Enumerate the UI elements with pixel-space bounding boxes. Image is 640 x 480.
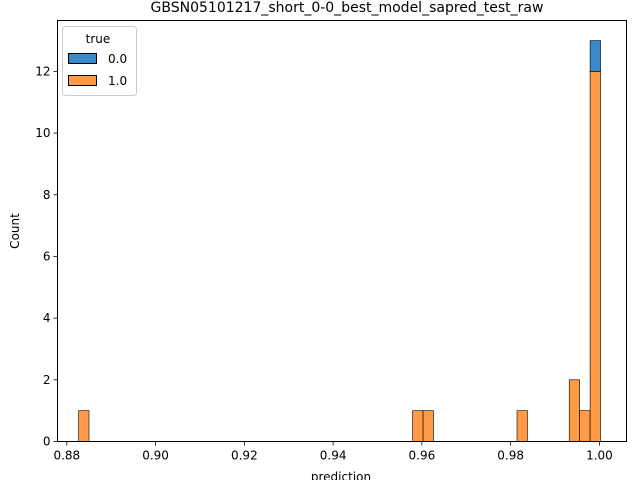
y-tick-label-3: 6 bbox=[43, 249, 51, 263]
chart-title: GBSN05101217_short_0-0_best_model_sapred… bbox=[151, 0, 544, 16]
y-tick-label-2: 4 bbox=[43, 311, 51, 325]
legend-swatch-1 bbox=[68, 75, 97, 86]
bar-series-1-bin-0 bbox=[78, 410, 90, 442]
legend-swatch-0 bbox=[68, 53, 97, 64]
y-tick-label-6: 12 bbox=[35, 64, 50, 78]
legend-label-1: 1.0 bbox=[108, 74, 127, 88]
x-tick-label-2: 0.92 bbox=[231, 449, 258, 463]
bar-series-1-bin-49 bbox=[589, 71, 601, 442]
x-tick-label-5: 0.98 bbox=[497, 449, 524, 463]
bar-series-1-bin-32 bbox=[412, 410, 424, 442]
bar-series-1-bin-47 bbox=[568, 379, 580, 442]
x-tick-label-0: 0.88 bbox=[53, 449, 80, 463]
bars-group bbox=[78, 40, 601, 442]
y-axis-ticks: 0 2 4 6 8 10 12 bbox=[35, 64, 58, 449]
y-axis-label: Count bbox=[8, 213, 22, 249]
x-axis-label: prediction bbox=[311, 470, 371, 480]
x-axis-ticks: 0.88 0.90 0.92 0.94 0.96 0.98 1.00 bbox=[53, 441, 613, 463]
y-tick-label-4: 8 bbox=[43, 188, 51, 202]
legend: true 0.0 1.0 bbox=[62, 26, 137, 96]
legend-label-0: 0.0 bbox=[108, 52, 127, 66]
x-tick-label-3: 0.94 bbox=[320, 449, 347, 463]
legend-title: true bbox=[86, 32, 111, 46]
y-tick-label-0: 0 bbox=[43, 435, 51, 449]
plot-frame bbox=[57, 20, 627, 442]
bar-series-0-bin-49 bbox=[589, 40, 601, 72]
bar-series-1-bin-42 bbox=[516, 410, 528, 442]
y-tick-label-5: 10 bbox=[35, 126, 50, 140]
bar-series-1-bin-48 bbox=[579, 410, 591, 442]
x-tick-label-1: 0.90 bbox=[142, 449, 169, 463]
bar-series-1-bin-33 bbox=[422, 410, 434, 442]
x-tick-label-6: 1.00 bbox=[586, 449, 613, 463]
y-tick-label-1: 2 bbox=[43, 373, 51, 387]
x-tick-label-4: 0.96 bbox=[409, 449, 436, 463]
